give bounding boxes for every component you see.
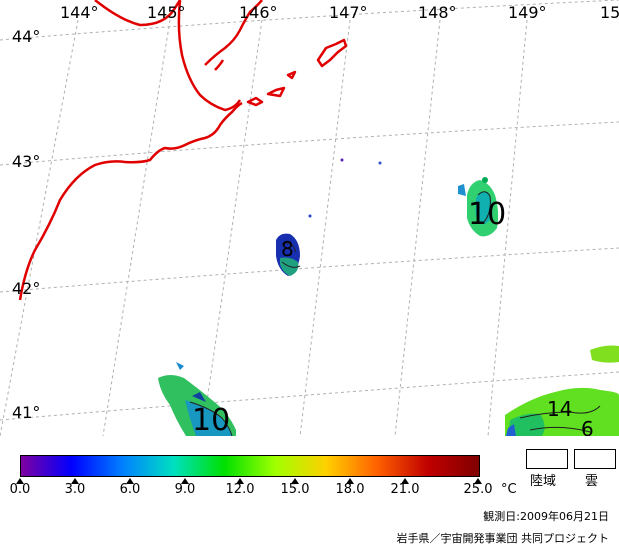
colorbar-tick [181, 478, 189, 484]
colorbar-label-15: 15.0 [280, 482, 310, 497]
sea-surface-temperature-map: 144° 145° 146° 147° 148° 149° 15 44° 43°… [0, 0, 619, 436]
contour-label-14: 14 [547, 397, 572, 421]
colorbar-label-9: 9.0 [174, 482, 196, 497]
lon-label-150: 15 [600, 3, 619, 22]
sst-patch-146E-42N [276, 158, 382, 276]
lat-label-41: 41° [12, 403, 40, 422]
lat-label-42: 42° [12, 279, 40, 298]
land-legend-swatch [526, 449, 568, 469]
cloud-legend-label: 雲 [585, 474, 599, 489]
lon-label-148: 148° [418, 3, 457, 22]
temperature-colorbar [20, 455, 480, 477]
latitude-grid [0, 0, 619, 421]
lon-label-145: 145° [147, 3, 186, 22]
contour-label-10-sw: 10 [192, 403, 230, 436]
contour-label-10-ne: 10 [468, 197, 506, 232]
longitude-grid [0, 19, 528, 436]
colorbar-tick [291, 478, 299, 484]
observation-date: 観測日:2009年06月21日 [483, 510, 609, 523]
land-legend-label: 陸域 [530, 474, 557, 489]
cloud-legend-swatch [574, 449, 616, 469]
colorbar-label-18: 18.0 [335, 482, 365, 497]
colorbar-label-21: 21.0 [390, 482, 420, 497]
colorbar-tick [71, 478, 79, 484]
colorbar-tick [401, 478, 409, 484]
isotherm-contours [189, 191, 601, 436]
lon-label-147: 147° [329, 3, 368, 22]
contour-label-8: 8 [281, 237, 294, 261]
lat-label-44: 44° [12, 27, 40, 46]
colorbar-label-12: 12.0 [225, 482, 255, 497]
colorbar-unit: °C [501, 482, 517, 497]
lon-label-144: 144° [60, 3, 99, 22]
colorbar-tick [236, 478, 244, 484]
colorbar-tick [126, 478, 134, 484]
contour-label-6: 6 [581, 417, 594, 436]
colorbar-tick [474, 478, 482, 484]
lon-label-146: 146° [239, 3, 278, 22]
lat-label-43: 43° [12, 152, 40, 171]
colorbar-label-3: 3.0 [64, 482, 86, 497]
colorbar-label-25: 25.0 [463, 482, 493, 497]
coastline [18, 0, 348, 301]
sst-patch-145E-41N [158, 362, 236, 436]
credit-line: 岩手県／宇宙開発事業団 共同プロジェクト [396, 532, 610, 545]
colorbar-label-0: 0.0 [9, 482, 31, 497]
colorbar-label-6: 6.0 [119, 482, 141, 497]
colorbar-tick [16, 478, 24, 484]
lon-label-149: 149° [508, 3, 547, 22]
colorbar-tick [346, 478, 354, 484]
